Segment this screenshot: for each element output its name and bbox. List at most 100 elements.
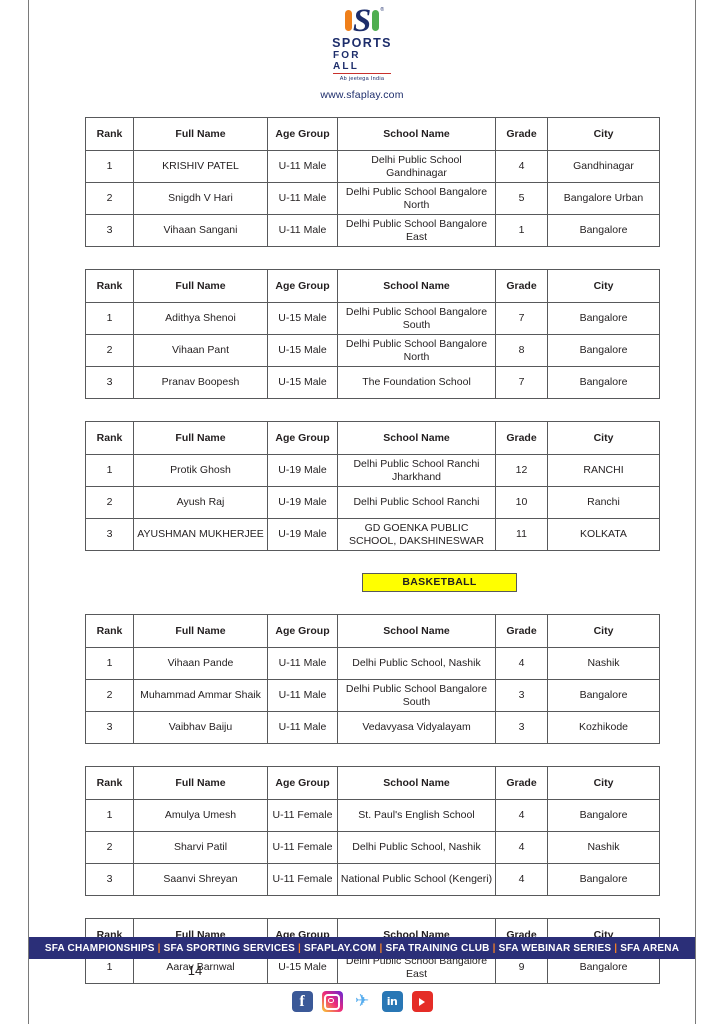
instagram-glyph	[324, 993, 340, 1010]
cell-rank: 1	[85, 799, 134, 832]
footer-separator: |	[614, 942, 618, 954]
column-header-rank: Rank	[85, 421, 134, 455]
footer-link[interactable]: SFA TRAINING CLUB	[385, 942, 490, 954]
column-header-rank: Rank	[85, 614, 134, 648]
cell-age-group: U-11 Female	[267, 863, 338, 896]
footer-separator: |	[379, 942, 383, 954]
logo-letter-s: S	[352, 3, 372, 39]
cell-grade: 4	[495, 647, 548, 680]
cell-age-group: U-11 Male	[267, 182, 338, 215]
cell-city: Bangalore	[547, 366, 660, 399]
cell-city: Nashik	[547, 647, 660, 680]
cell-age-group: U-11 Male	[267, 711, 338, 744]
cell-grade: 10	[495, 486, 548, 519]
cell-grade: 12	[495, 454, 548, 487]
cell-city: Nashik	[547, 831, 660, 864]
column-header-grade: Grade	[495, 269, 548, 303]
cell-rank: 3	[85, 366, 134, 399]
column-header-rank: Rank	[85, 117, 134, 151]
column-header-name: Full Name	[133, 421, 268, 455]
column-header-city: City	[547, 766, 660, 800]
cell-school: Delhi Public School Bangalore East	[337, 214, 496, 247]
logo-capsule-green	[372, 10, 379, 31]
cell-grade: 3	[495, 711, 548, 744]
cell-rank: 1	[85, 454, 134, 487]
logo-word-sports: SPORTS	[332, 36, 392, 50]
footer-links-text: SFA CHAMPIONSHIPS | SFA SPORTING SERVICES |…	[45, 943, 679, 954]
u19-male-table: Rank Full Name Age Group School Name Grade Ci…	[85, 421, 660, 551]
cell-rank: 2	[85, 679, 134, 712]
cell-city: RANCHI	[547, 454, 660, 487]
cell-rank: 1	[85, 302, 134, 335]
cell-rank: 3	[85, 214, 134, 247]
cell-grade: 4	[495, 150, 548, 183]
cell-age-group: U-19 Male	[267, 454, 338, 487]
cell-name: AYUSHMAN MUKHERJEE	[133, 518, 268, 551]
youtube-icon[interactable]	[411, 991, 433, 1012]
cell-school: GD GOENKA PUBLIC SCHOOL, DAKSHINESWAR	[337, 518, 496, 551]
cell-grade: 1	[495, 214, 548, 247]
document-page: S ® SPORTS FOR ALL Ab jeetega India www.…	[29, 0, 695, 1024]
page-number: 14	[187, 963, 203, 978]
footer-link[interactable]: SFA SPORTING SERVICES	[163, 942, 296, 954]
footer-link[interactable]: SFA CHAMPIONSHIPS	[44, 942, 155, 954]
cell-city: Bangalore	[547, 863, 660, 896]
cell-school: Delhi Public School Ranchi Jharkhand	[337, 454, 496, 487]
cell-school: Delhi Public School Bangalore North	[337, 334, 496, 367]
page-border-right	[695, 0, 696, 1024]
cell-name: KRISHIV PATEL	[133, 150, 268, 183]
cell-grade: 4	[495, 863, 548, 896]
column-header-age-group: Age Group	[267, 269, 338, 303]
table-header-row: Rank Full Name Age Group School Name Grade Ci…	[85, 269, 660, 303]
table-header-row: Rank Full Name Age Group School Name Grade Ci…	[85, 614, 660, 648]
column-header-name: Full Name	[133, 614, 268, 648]
footer-link[interactable]: SFA WEBINAR SERIES	[498, 942, 612, 954]
table-row: 3 Vihaan Sangani U-11 Male Delhi Public Sch…	[85, 214, 660, 247]
column-header-age-group: Age Group	[267, 117, 338, 151]
column-header-city: City	[547, 117, 660, 151]
cell-rank: 3	[85, 863, 134, 896]
cell-school: Delhi Public School Bangalore North	[337, 182, 496, 215]
cell-city: Bangalore	[547, 679, 660, 712]
twitter-icon[interactable]: ✈	[351, 991, 373, 1012]
basketball-u11-female-table: Rank Full Name Age Group School Name Grade Ci…	[85, 766, 660, 896]
footer-separator: |	[492, 942, 496, 954]
cell-school: National Public School (Kengeri)	[337, 863, 496, 896]
cell-age-group: U-11 Male	[267, 150, 338, 183]
facebook-icon[interactable]: f	[291, 991, 313, 1012]
cell-name: Vaibhav Baiju	[133, 711, 268, 744]
tables-container: Rank Full Name Age Group School Name Grade Ci…	[29, 117, 695, 984]
column-header-rank: Rank	[85, 269, 134, 303]
table-row: 3 Vaibhav Baiju U-11 Male Vedavyasa Vidyala…	[85, 711, 660, 744]
cell-age-group: U-15 Male	[267, 334, 338, 367]
table-row: 1 Adithya Shenoi U-15 Male Delhi Public Sch…	[85, 302, 660, 335]
cell-name: Adithya Shenoi	[133, 302, 268, 335]
cell-name: Muhammad Ammar Shaik	[133, 679, 268, 712]
cell-rank: 2	[85, 831, 134, 864]
table-row: 1 Protik Ghosh U-19 Male Delhi Public Schoo…	[85, 454, 660, 487]
column-header-rank: Rank	[85, 766, 134, 800]
footer-link[interactable]: SFAPLAY.COM	[304, 942, 377, 954]
logo-word-forall: FOR ALL	[333, 50, 391, 74]
linkedin-icon[interactable]: in	[381, 991, 403, 1012]
cell-rank: 3	[85, 711, 134, 744]
sport-banner-row: BASKETBALL	[85, 573, 668, 592]
instagram-icon[interactable]	[321, 991, 343, 1012]
cell-school: Vedavyasa Vidyalayam	[337, 711, 496, 744]
sport-banner-basketball: BASKETBALL	[362, 573, 517, 592]
youtube-play-glyph	[419, 997, 425, 1006]
cell-name: Vihaan Sangani	[133, 214, 268, 247]
cell-name: Ayush Raj	[133, 486, 268, 519]
column-header-school: School Name	[337, 421, 496, 455]
table-row: 2 Snigdh V Hari U-11 Male Delhi Public Scho…	[85, 182, 660, 215]
table-row: 1 Vihaan Pande U-11 Male Delhi Public Schoo…	[85, 647, 660, 680]
cell-age-group: U-11 Male	[267, 679, 338, 712]
column-header-name: Full Name	[133, 117, 268, 151]
cell-age-group: U-15 Male	[267, 366, 338, 399]
cell-grade: 5	[495, 182, 548, 215]
cell-city: Ranchi	[547, 486, 660, 519]
footer-link[interactable]: SFA ARENA	[620, 942, 680, 954]
logo-tagline: Ab jeetega India	[339, 76, 385, 82]
cell-name: Saanvi Shreyan	[133, 863, 268, 896]
cell-rank: 2	[85, 182, 134, 215]
